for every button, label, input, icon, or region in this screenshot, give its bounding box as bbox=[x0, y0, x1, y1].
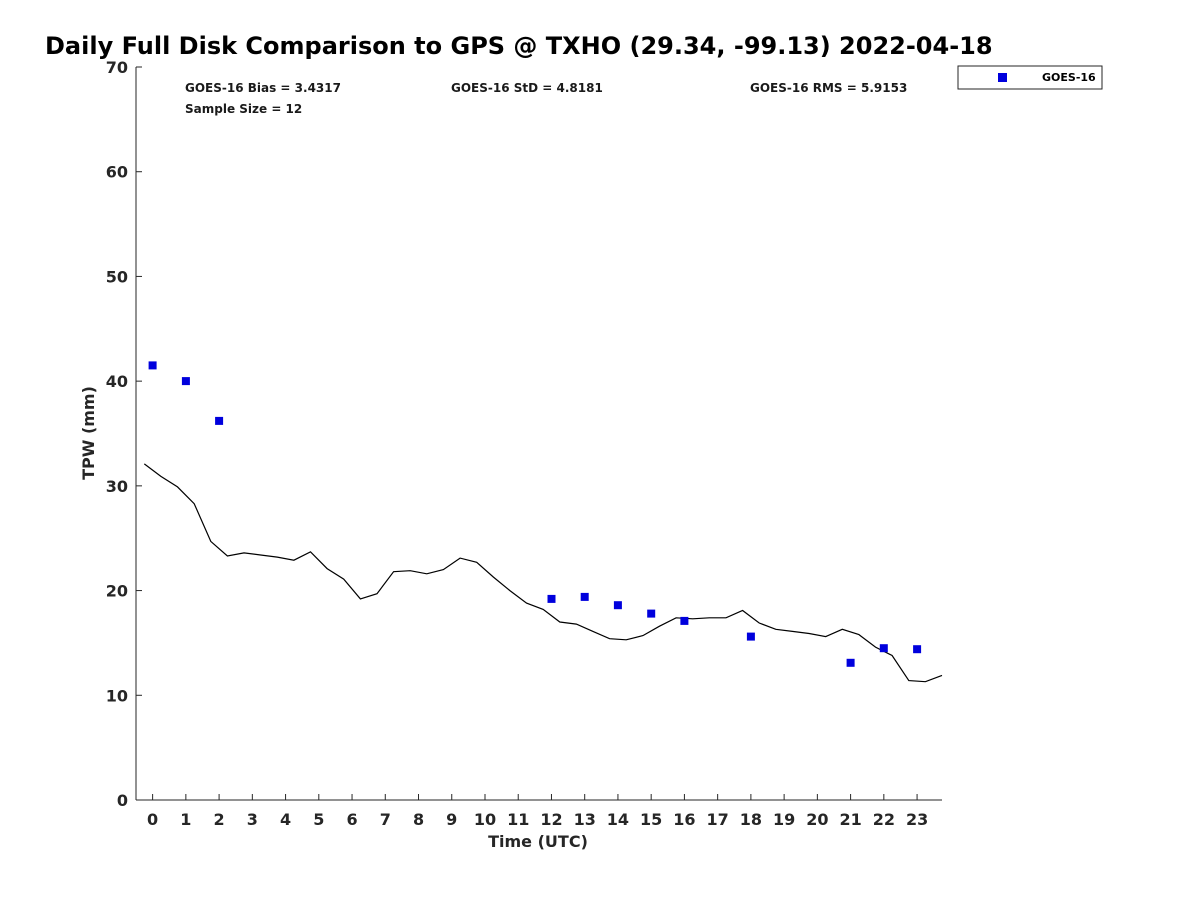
x-tick-label: 13 bbox=[574, 810, 596, 829]
x-tick-label: 19 bbox=[773, 810, 795, 829]
x-tick-label: 5 bbox=[313, 810, 324, 829]
x-tick-label: 8 bbox=[413, 810, 424, 829]
y-tick-label: 50 bbox=[106, 267, 128, 286]
x-tick-label: 0 bbox=[147, 810, 158, 829]
x-tick-label: 21 bbox=[839, 810, 861, 829]
x-tick-label: 4 bbox=[280, 810, 291, 829]
x-tick-label: 15 bbox=[640, 810, 662, 829]
chart-title: Daily Full Disk Comparison to GPS @ TXHO… bbox=[45, 32, 993, 60]
x-tick-label: 16 bbox=[673, 810, 695, 829]
legend: GOES-16 bbox=[957, 65, 1103, 90]
goes16-point bbox=[647, 609, 656, 618]
goes16-point bbox=[215, 416, 224, 425]
x-tick-label: 1 bbox=[180, 810, 191, 829]
y-tick-label: 60 bbox=[106, 163, 128, 182]
goes16-point bbox=[746, 632, 755, 641]
goes16-point bbox=[181, 377, 190, 386]
gps-tpw-line bbox=[143, 463, 943, 683]
y-tick-label: 30 bbox=[106, 477, 128, 496]
legend-label-goes16: GOES-16 bbox=[1042, 71, 1096, 84]
y-tick-label: 70 bbox=[106, 58, 128, 77]
y-tick-label: 10 bbox=[106, 686, 128, 705]
sample-size-stat: Sample Size = 12 bbox=[185, 102, 302, 116]
y-axis-label: TPW (mm) bbox=[79, 386, 98, 480]
x-tick-label: 10 bbox=[474, 810, 496, 829]
series-layer bbox=[143, 361, 943, 683]
x-tick-label: 11 bbox=[507, 810, 529, 829]
x-tick-label: 20 bbox=[806, 810, 828, 829]
goes16-point bbox=[148, 361, 157, 370]
legend-box bbox=[957, 65, 1103, 90]
x-axis-label: Time (UTC) bbox=[488, 832, 588, 851]
y-tick-label: 0 bbox=[117, 791, 128, 810]
goes16-point bbox=[580, 592, 589, 601]
std-stat: GOES-16 StD = 4.8181 bbox=[451, 81, 603, 95]
x-tick-label: 22 bbox=[873, 810, 895, 829]
goes16-point bbox=[613, 601, 622, 610]
x-tick-label: 12 bbox=[540, 810, 562, 829]
y-tick-label: 20 bbox=[106, 582, 128, 601]
x-tick-label: 2 bbox=[214, 810, 225, 829]
x-tick-label: 18 bbox=[740, 810, 762, 829]
x-tick-label: 7 bbox=[380, 810, 391, 829]
goes16-point bbox=[547, 594, 556, 603]
goes16-point bbox=[680, 616, 689, 625]
x-tick-label: 6 bbox=[346, 810, 357, 829]
x-tick-label: 3 bbox=[247, 810, 258, 829]
y-tick-label: 40 bbox=[106, 372, 128, 391]
x-tick-label: 23 bbox=[906, 810, 928, 829]
rms-stat: GOES-16 RMS = 5.9153 bbox=[750, 81, 907, 95]
x-tick-label: 9 bbox=[446, 810, 457, 829]
goes16-point bbox=[879, 644, 888, 653]
x-tick-label: 17 bbox=[707, 810, 729, 829]
x-tick-label: 14 bbox=[607, 810, 629, 829]
goes16-point bbox=[913, 645, 922, 654]
legend-marker bbox=[998, 73, 1007, 82]
y-ticks: 0 10 20 30 40 50 60 70 bbox=[106, 58, 142, 810]
goes16-point bbox=[846, 658, 855, 667]
bias-stat: GOES-16 Bias = 3.4317 bbox=[185, 81, 341, 95]
x-ticks: 0 1 2 3 4 5 6 7 8 9 10 11 12 13 14 15 16 17 18 19 20 21 22 23 bbox=[147, 794, 928, 829]
